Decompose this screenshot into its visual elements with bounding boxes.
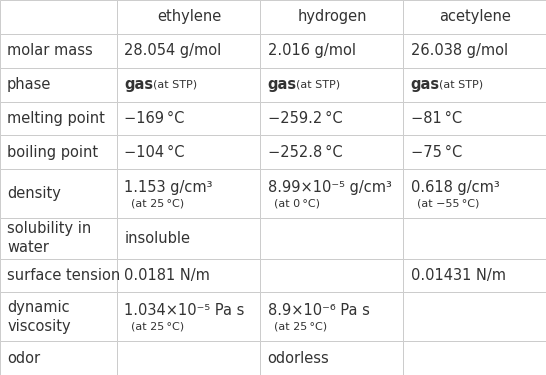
Text: 0.0181 N/m: 0.0181 N/m xyxy=(124,268,210,283)
Bar xyxy=(260,68,403,102)
Bar xyxy=(260,0,403,34)
Bar xyxy=(0,258,117,292)
Text: 8.9×10⁻⁶ Pa s: 8.9×10⁻⁶ Pa s xyxy=(268,303,370,318)
Bar xyxy=(117,68,260,102)
Text: ethylene: ethylene xyxy=(157,9,221,24)
Text: 0.01431 N/m: 0.01431 N/m xyxy=(411,268,506,283)
Text: density: density xyxy=(7,186,61,201)
Bar xyxy=(117,102,260,135)
Text: (at 0 °C): (at 0 °C) xyxy=(274,198,320,208)
Text: −259.2 °C: −259.2 °C xyxy=(268,111,342,126)
Bar xyxy=(0,34,117,68)
Text: (at 25 °C): (at 25 °C) xyxy=(131,198,184,208)
Bar xyxy=(117,292,260,341)
Bar xyxy=(403,292,546,341)
Text: dynamic
viscosity: dynamic viscosity xyxy=(7,300,71,334)
Bar xyxy=(403,341,546,375)
Text: (at STP): (at STP) xyxy=(439,80,483,90)
Text: (at STP): (at STP) xyxy=(296,80,340,90)
Bar xyxy=(0,341,117,375)
Bar xyxy=(117,34,260,68)
Text: acetylene: acetylene xyxy=(439,9,511,24)
Bar xyxy=(403,135,546,170)
Bar xyxy=(117,170,260,218)
Text: 2.016 g/mol: 2.016 g/mol xyxy=(268,43,355,58)
Bar xyxy=(117,218,260,258)
Text: hydrogen: hydrogen xyxy=(297,9,367,24)
Bar xyxy=(403,102,546,135)
Text: −252.8 °C: −252.8 °C xyxy=(268,145,342,160)
Text: odor: odor xyxy=(7,351,40,366)
Text: 0.618 g/cm³: 0.618 g/cm³ xyxy=(411,180,500,195)
Bar xyxy=(117,135,260,170)
Text: 8.99×10⁻⁵ g/cm³: 8.99×10⁻⁵ g/cm³ xyxy=(268,180,391,195)
Text: 28.054 g/mol: 28.054 g/mol xyxy=(124,43,222,58)
Bar xyxy=(117,341,260,375)
Text: insoluble: insoluble xyxy=(124,231,191,246)
Text: 1.034×10⁻⁵ Pa s: 1.034×10⁻⁵ Pa s xyxy=(124,303,245,318)
Bar xyxy=(260,341,403,375)
Bar xyxy=(260,135,403,170)
Text: gas: gas xyxy=(268,77,296,92)
Bar xyxy=(0,68,117,102)
Text: molar mass: molar mass xyxy=(7,43,93,58)
Bar xyxy=(0,292,117,341)
Text: gas: gas xyxy=(411,77,440,92)
Bar xyxy=(260,292,403,341)
Bar xyxy=(260,170,403,218)
Text: solubility in
water: solubility in water xyxy=(7,221,91,255)
Text: melting point: melting point xyxy=(7,111,105,126)
Text: boiling point: boiling point xyxy=(7,145,98,160)
Bar xyxy=(0,218,117,258)
Bar xyxy=(0,135,117,170)
Text: surface tension: surface tension xyxy=(7,268,120,283)
Text: (at −55 °C): (at −55 °C) xyxy=(417,198,479,208)
Bar xyxy=(0,102,117,135)
Bar xyxy=(403,258,546,292)
Text: (at 25 °C): (at 25 °C) xyxy=(131,321,184,332)
Bar xyxy=(0,170,117,218)
Text: (at 25 °C): (at 25 °C) xyxy=(274,321,327,332)
Bar xyxy=(403,34,546,68)
Bar xyxy=(117,0,260,34)
Text: odorless: odorless xyxy=(268,351,329,366)
Text: (at STP): (at STP) xyxy=(153,80,197,90)
Bar xyxy=(260,34,403,68)
Text: 1.153 g/cm³: 1.153 g/cm³ xyxy=(124,180,213,195)
Bar xyxy=(260,258,403,292)
Bar xyxy=(403,218,546,258)
Text: phase: phase xyxy=(7,77,51,92)
Text: gas: gas xyxy=(124,77,153,92)
Bar xyxy=(403,68,546,102)
Text: −81 °C: −81 °C xyxy=(411,111,462,126)
Bar xyxy=(117,258,260,292)
Text: 26.038 g/mol: 26.038 g/mol xyxy=(411,43,508,58)
Text: −75 °C: −75 °C xyxy=(411,145,462,160)
Bar xyxy=(260,102,403,135)
Bar xyxy=(260,218,403,258)
Text: −104 °C: −104 °C xyxy=(124,145,185,160)
Bar xyxy=(0,0,117,34)
Bar xyxy=(403,170,546,218)
Text: −169 °C: −169 °C xyxy=(124,111,185,126)
Bar xyxy=(403,0,546,34)
